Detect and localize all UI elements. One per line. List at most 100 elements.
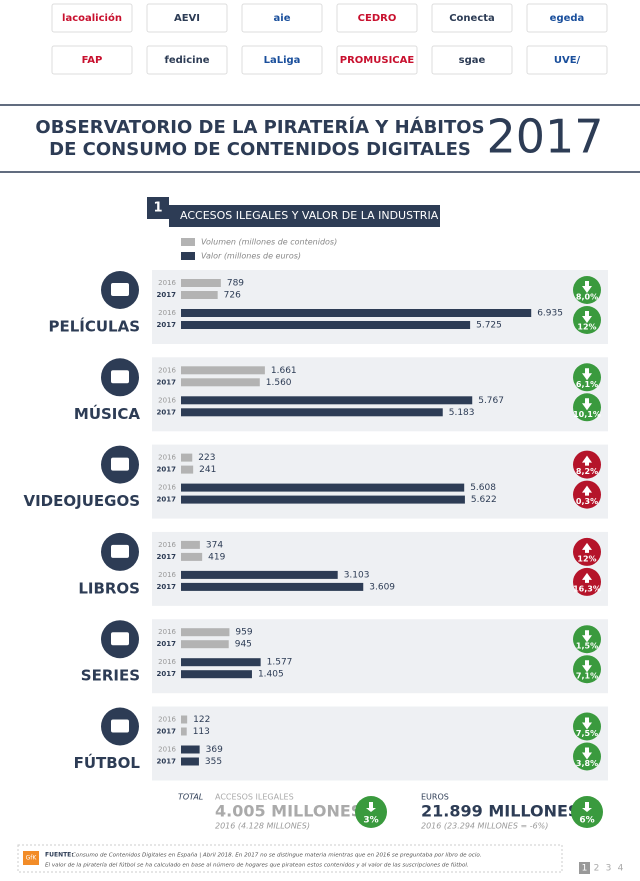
value-label: 1.405 — [258, 670, 284, 680]
bar — [181, 570, 338, 579]
logo-box — [336, 45, 418, 75]
year-label: 2016 — [158, 309, 176, 317]
bar — [181, 321, 471, 329]
category-label: PELÍCULAS — [48, 317, 140, 336]
year-label: 2017 — [157, 728, 177, 736]
icon-glyph — [111, 632, 129, 646]
year-label: 2016 — [158, 716, 176, 724]
year-label: 2016 — [158, 396, 176, 404]
value-label: 1.560 — [266, 378, 292, 388]
legend-label: Valor (millones de euros) — [201, 252, 301, 261]
source-label: FUENTE: — [45, 852, 74, 859]
bar — [181, 309, 532, 317]
logo: fedicine — [165, 55, 210, 66]
section-number: 1 — [153, 201, 162, 216]
value-label: 6.935 — [537, 309, 563, 319]
logo-box — [146, 45, 228, 75]
panel — [152, 444, 608, 519]
change-label: 16,3% — [573, 584, 601, 593]
icon-glyph — [111, 283, 129, 296]
year-label: 2017 — [157, 291, 177, 299]
change-arrow — [582, 630, 592, 643]
page-number: 4 — [618, 864, 624, 874]
logo: FAP — [82, 55, 103, 66]
change-arrow — [582, 542, 592, 553]
bar — [181, 483, 465, 492]
change-label: 10,1% — [573, 410, 601, 419]
value-label: 3.103 — [344, 570, 370, 580]
change-label: 12% — [577, 323, 596, 332]
bar — [181, 408, 443, 417]
logo-box — [431, 3, 513, 33]
totals-title: EUROS — [421, 793, 449, 802]
year-label: 2016 — [158, 746, 176, 754]
year-label: 2016 — [158, 279, 176, 287]
title: OBSERVATORIO DE LA PIRATERÍA Y HÁBITOS — [35, 116, 484, 138]
value-label: 5.725 — [476, 321, 502, 331]
year: 2017 — [486, 110, 603, 164]
panel — [152, 531, 608, 606]
brand-box — [23, 851, 39, 865]
change-arrow — [582, 281, 592, 293]
year-label: 2017 — [157, 553, 177, 561]
logo-box — [526, 45, 608, 75]
year-label: 2017 — [157, 466, 177, 474]
section-title: ACCESOS ILEGALES Y VALOR DE LA INDUSTRIA — [180, 209, 439, 222]
legend-swatch — [181, 252, 195, 260]
totals-label: TOTAL — [178, 793, 203, 802]
legend-swatch — [181, 238, 195, 246]
value-label: 122 — [193, 715, 210, 725]
year-label: 2016 — [158, 658, 176, 666]
year-label: 2017 — [157, 408, 177, 416]
value-label: 959 — [235, 628, 252, 638]
category-label: MÚSICA — [74, 404, 140, 423]
bar — [181, 727, 187, 736]
year-label: 2017 — [157, 640, 177, 648]
year-label: 2017 — [157, 670, 177, 678]
logo: lacoalición — [62, 12, 122, 24]
value-label: 223 — [198, 453, 215, 463]
title: DE CONSUMO DE CONTENIDOS DIGITALES — [49, 139, 471, 160]
logo: PROMUSICAE — [340, 55, 415, 66]
change-arrow — [582, 747, 592, 760]
year-label: 2017 — [157, 378, 177, 386]
change-arrow — [366, 802, 376, 812]
logo: Conecta — [449, 13, 495, 24]
bar — [181, 396, 473, 405]
logo-box — [336, 3, 418, 33]
logo: sgae — [459, 55, 486, 66]
year-label: 2016 — [158, 484, 176, 492]
note: El valor de la piratería del fútbol se h… — [45, 862, 469, 869]
logo: egeda — [550, 13, 585, 24]
value-label: 5.622 — [471, 495, 497, 505]
logo-box — [241, 3, 323, 33]
change-label: 6,1% — [576, 380, 598, 389]
bar — [181, 670, 252, 679]
bar — [181, 582, 364, 591]
bar — [181, 658, 261, 667]
logo-box — [241, 45, 323, 75]
category-label: VIDEOJUEGOS — [23, 492, 140, 510]
value-label: 3.609 — [369, 582, 395, 592]
icon-glyph — [111, 370, 129, 384]
section-number-box — [147, 197, 169, 219]
value-label: 419 — [208, 552, 225, 562]
change-arrow — [582, 485, 592, 496]
change-arrow — [582, 455, 592, 466]
value-label: 1.577 — [267, 658, 293, 668]
totals-value: 21.899 MILLONES — [421, 802, 579, 821]
totals-value: 4.005 MILLONES — [215, 802, 362, 821]
value-label: 5.767 — [478, 396, 504, 406]
logo: LaLiga — [264, 55, 301, 66]
logo: aie — [274, 13, 291, 24]
change-label: 7,1% — [576, 672, 598, 681]
change-arrow — [582, 572, 592, 583]
change-label: 7,5% — [576, 729, 598, 738]
logo-box — [51, 3, 133, 33]
page-number: 3 — [606, 864, 612, 874]
value-label: 1.661 — [271, 366, 297, 376]
bar — [181, 552, 203, 561]
change-label: 12% — [577, 554, 596, 563]
bar — [181, 757, 199, 766]
